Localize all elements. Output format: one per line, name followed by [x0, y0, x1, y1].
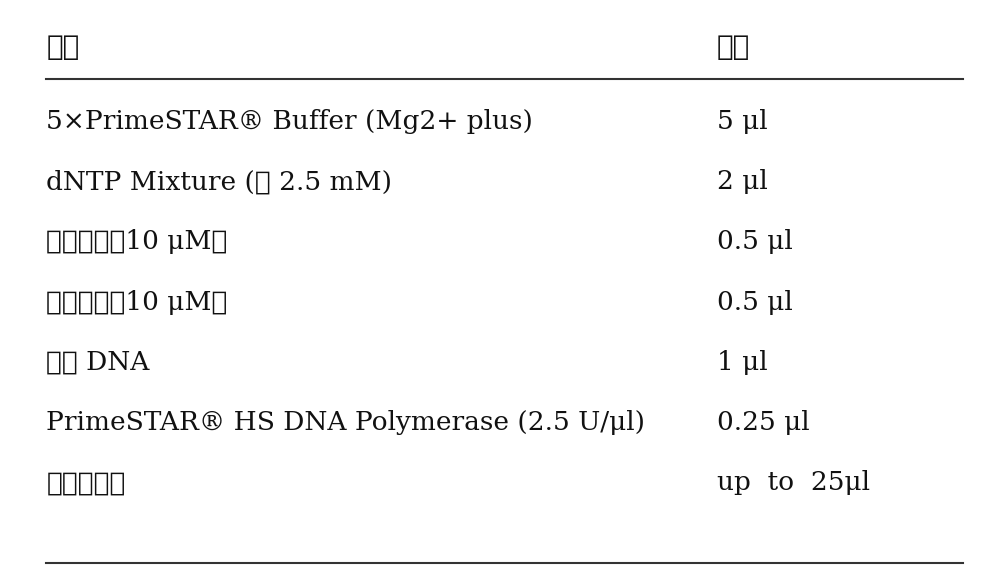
Text: 体积: 体积: [717, 33, 750, 60]
Text: dNTP Mixture (各 2.5 mM): dNTP Mixture (各 2.5 mM): [46, 169, 392, 194]
Text: 2 μl: 2 μl: [717, 169, 768, 194]
Text: 5 μl: 5 μl: [717, 109, 768, 134]
Text: 0.5 μl: 0.5 μl: [717, 289, 793, 315]
Text: 反向引物（10 μM）: 反向引物（10 μM）: [46, 289, 228, 315]
Text: 正向引物（10 μM）: 正向引物（10 μM）: [46, 230, 228, 254]
Text: up  to  25μl: up to 25μl: [717, 470, 870, 495]
Text: 0.25 μl: 0.25 μl: [717, 410, 810, 435]
Text: 1 μl: 1 μl: [717, 350, 768, 375]
Text: 模板 DNA: 模板 DNA: [46, 350, 150, 375]
Text: 成分: 成分: [46, 33, 80, 60]
Text: PrimeSTAR® HS DNA Polymerase (2.5 U/μl): PrimeSTAR® HS DNA Polymerase (2.5 U/μl): [46, 410, 645, 435]
Text: 灭菌蕊馏水: 灭菌蕊馏水: [46, 470, 126, 495]
Text: 0.5 μl: 0.5 μl: [717, 230, 793, 254]
Text: 5×PrimeSTAR® Buffer (Mg2+ plus): 5×PrimeSTAR® Buffer (Mg2+ plus): [46, 109, 533, 134]
